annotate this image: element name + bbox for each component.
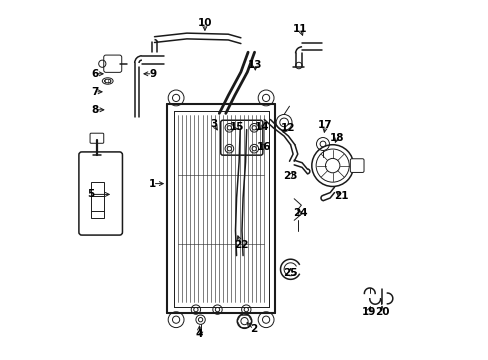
Text: 19: 19 [361, 307, 375, 318]
Text: 9: 9 [149, 69, 156, 79]
Ellipse shape [104, 79, 111, 83]
Text: 15: 15 [229, 122, 244, 132]
Text: 8: 8 [91, 105, 99, 115]
FancyBboxPatch shape [91, 182, 104, 218]
FancyBboxPatch shape [90, 133, 103, 143]
Text: 23: 23 [283, 171, 297, 181]
Text: 18: 18 [329, 132, 344, 143]
Text: 21: 21 [333, 191, 347, 201]
Ellipse shape [102, 78, 113, 84]
Text: 11: 11 [292, 24, 307, 34]
FancyBboxPatch shape [103, 55, 122, 72]
Text: 3: 3 [210, 119, 217, 129]
Text: 1: 1 [149, 179, 156, 189]
Text: 24: 24 [292, 208, 307, 218]
FancyBboxPatch shape [220, 120, 263, 155]
Text: 22: 22 [233, 240, 247, 250]
Text: 2: 2 [249, 324, 257, 334]
Text: 5: 5 [86, 189, 94, 199]
Text: 20: 20 [374, 307, 388, 318]
Text: 17: 17 [318, 120, 332, 130]
Text: 6: 6 [91, 69, 99, 79]
FancyBboxPatch shape [349, 159, 363, 172]
Text: 12: 12 [280, 123, 294, 133]
FancyBboxPatch shape [79, 152, 122, 235]
Text: 16: 16 [256, 141, 270, 152]
Text: 13: 13 [247, 60, 262, 70]
Text: 4: 4 [195, 329, 203, 339]
Text: 25: 25 [283, 268, 297, 278]
Text: 14: 14 [255, 122, 269, 132]
Text: 7: 7 [91, 87, 99, 97]
Text: 10: 10 [197, 18, 212, 28]
